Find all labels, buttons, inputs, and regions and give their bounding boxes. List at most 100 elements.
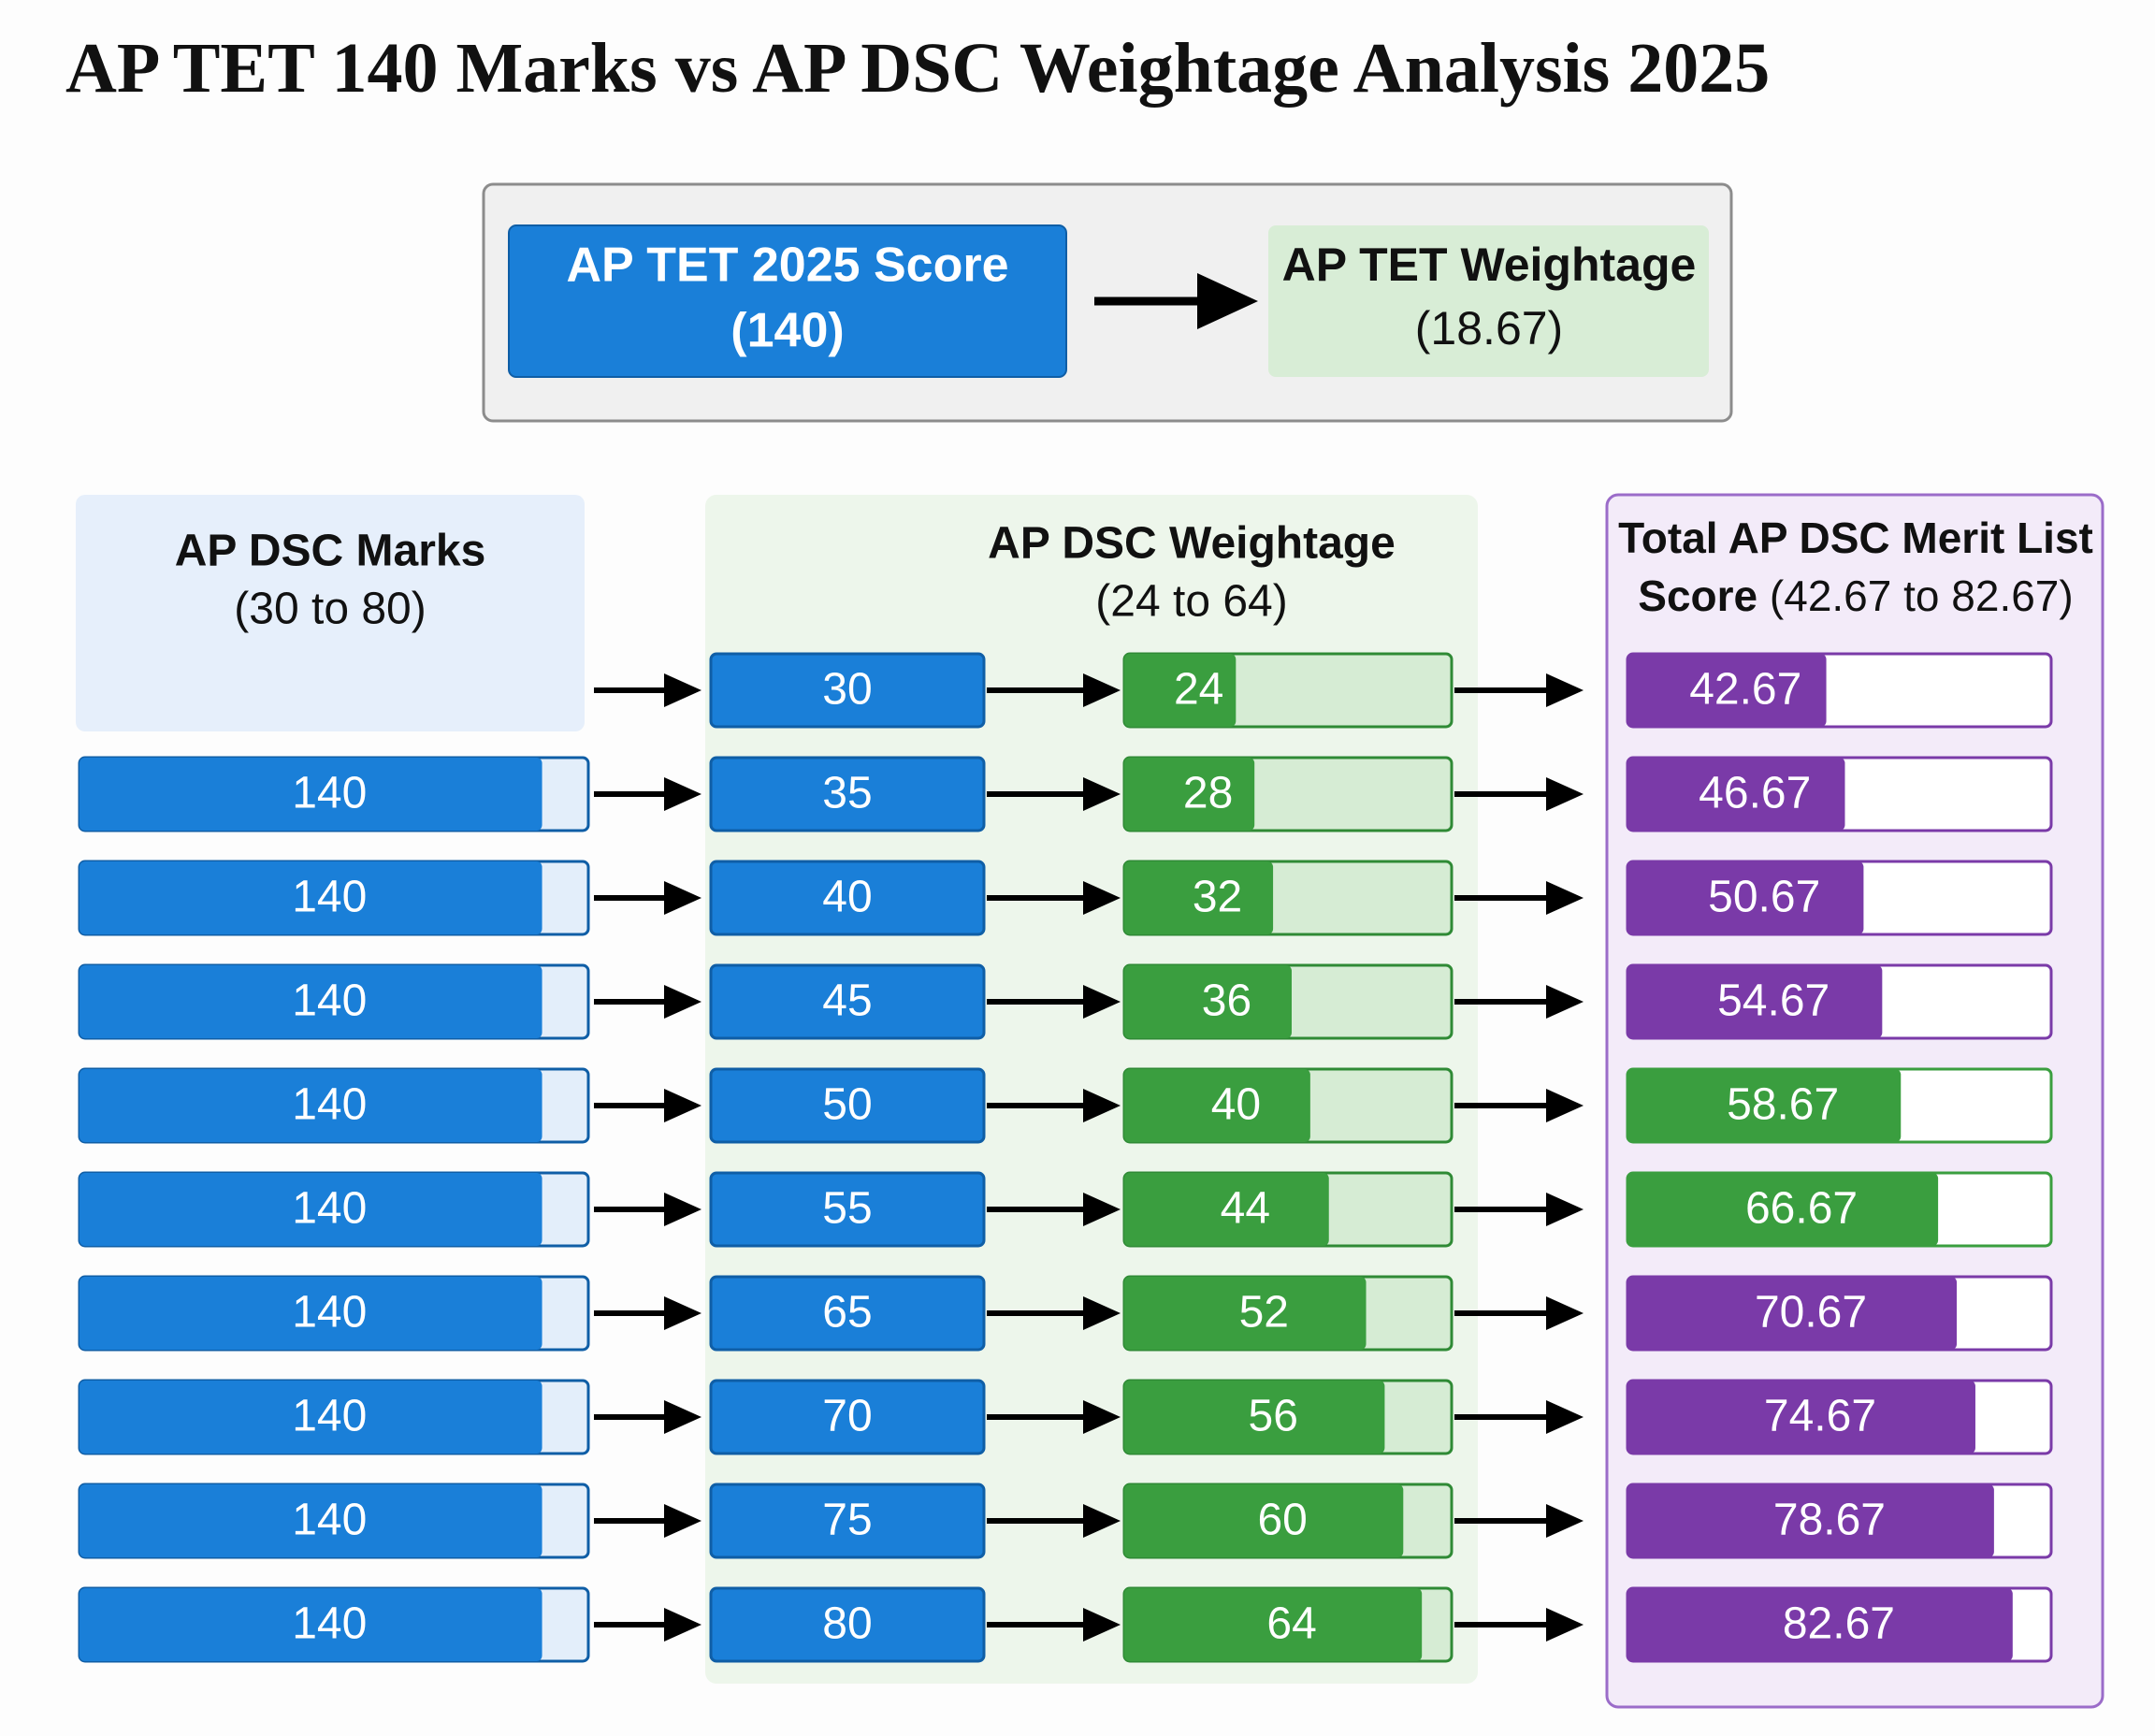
marks-value: 50	[822, 1080, 872, 1130]
arrow-head	[1546, 1504, 1584, 1538]
arrow-head	[1546, 1608, 1584, 1642]
bar-fill	[80, 1588, 542, 1661]
marks-box	[709, 756, 986, 832]
arrow-head	[1546, 985, 1584, 1019]
bar-value: 82.67	[1783, 1599, 1895, 1649]
bar-fill	[1627, 758, 1845, 831]
bar-value: 60	[1257, 1496, 1307, 1545]
arrow-head	[1546, 881, 1584, 915]
merit-header: Total AP DSC Merit List	[1618, 514, 2093, 562]
bar-value: 28	[1183, 769, 1233, 818]
bar-fill	[80, 1381, 542, 1454]
bar-value: 36	[1202, 976, 1251, 1026]
bar-value: 64	[1266, 1599, 1316, 1649]
arrow-head	[1546, 1296, 1584, 1330]
bar-value: 50.67	[1708, 873, 1820, 922]
bar-fill	[1627, 1484, 1994, 1557]
merit-range: (42.67 to 82.67)	[1770, 571, 2074, 620]
marks-value: 35	[822, 769, 872, 818]
arrow-head	[664, 881, 701, 915]
weightage-header: AP DSC Weightage	[988, 519, 1396, 569]
marks-value: 75	[822, 1496, 872, 1545]
marks-box	[709, 1379, 986, 1455]
arrow-head	[664, 1504, 701, 1538]
bar-fill	[1627, 965, 1883, 1038]
bar-fill	[80, 1277, 542, 1350]
bar-fill	[80, 861, 542, 934]
arrow-head	[1546, 673, 1584, 707]
bar-fill	[1627, 1069, 1902, 1142]
bar-fill	[1124, 965, 1292, 1038]
arrow-head	[1546, 1400, 1584, 1434]
bar-value: 78.67	[1773, 1496, 1886, 1545]
page-title: AP TET 140 Marks vs AP DSC Weightage Ana…	[65, 29, 1770, 108]
arrow-head	[664, 1608, 701, 1642]
marks-value: 80	[822, 1599, 872, 1649]
bar-fill	[1627, 861, 1864, 934]
rows: 30 24 42.67 140 35 28 46.67 140 40 32 50.67 140 45 36…	[78, 652, 2053, 1663]
weightage-range: (24 to 64)	[1095, 577, 1287, 627]
marks-box	[709, 652, 986, 729]
arrow-head	[664, 1193, 701, 1226]
bar-fill	[1627, 1173, 1939, 1246]
bar-value: 58.67	[1727, 1080, 1839, 1130]
bar-value: 42.67	[1689, 665, 1801, 715]
tet-score: (140)	[730, 304, 844, 358]
tet-weightage-box	[1268, 225, 1709, 377]
bar-value: 70.67	[1755, 1288, 1867, 1338]
bar-fill	[1124, 1381, 1385, 1454]
arrow-head	[664, 777, 701, 811]
arrow-head	[664, 985, 701, 1019]
arrow-head	[1083, 1089, 1121, 1122]
bar-fill	[1124, 758, 1255, 831]
bar-value: 140	[292, 1599, 367, 1649]
bar-value: 140	[292, 1288, 367, 1338]
arrow-head	[1083, 1296, 1121, 1330]
bar-fill	[80, 1069, 542, 1142]
arrow-head	[1083, 1193, 1121, 1226]
bar-value: 56	[1249, 1392, 1298, 1441]
bar-value: 44	[1221, 1184, 1270, 1234]
bar-value: 24	[1174, 665, 1223, 715]
tet-weightage: (18.67)	[1415, 302, 1563, 354]
marks-box	[709, 1483, 986, 1559]
bar-value: 54.67	[1717, 976, 1830, 1026]
merit-header-score: Score	[1638, 571, 1757, 620]
arrow-head	[1546, 777, 1584, 811]
bar-value: 52	[1239, 1288, 1289, 1338]
bar-value: 74.67	[1764, 1392, 1876, 1441]
marks-value: 40	[822, 873, 872, 922]
bar-value: 140	[292, 1392, 367, 1441]
bar-fill	[80, 1173, 542, 1246]
bar-value: 46.67	[1699, 769, 1811, 818]
arrow-head	[1083, 673, 1121, 707]
arrow-head	[1197, 273, 1258, 329]
bar-value: 140	[292, 769, 367, 818]
arrow-head	[1083, 1400, 1121, 1434]
arrow-head	[664, 1400, 701, 1434]
marks-value: 45	[822, 976, 872, 1026]
marks-box	[709, 1586, 986, 1663]
arrow-head	[1083, 1504, 1121, 1538]
bar-fill	[1627, 1277, 1958, 1350]
marks-value: 65	[822, 1288, 872, 1338]
arrow-head	[1083, 881, 1121, 915]
bar-fill	[80, 965, 542, 1038]
marks-header: AP DSC Marks	[175, 527, 486, 576]
arrow-head	[664, 1089, 701, 1122]
marks-box	[709, 1171, 986, 1248]
bar-fill	[80, 758, 542, 831]
marks-value: 70	[822, 1392, 872, 1441]
bar-fill	[1124, 861, 1274, 934]
arrow-head	[1546, 1089, 1584, 1122]
bar-fill	[80, 1484, 542, 1557]
bar-fill	[1627, 654, 1827, 727]
bar-value: 140	[292, 1184, 367, 1234]
marks-panel	[76, 495, 585, 731]
marks-box	[709, 1275, 986, 1352]
bar-value: 40	[1211, 1080, 1261, 1130]
arrow-head	[1083, 777, 1121, 811]
bar-value: 140	[292, 1496, 367, 1545]
bar-value: 140	[292, 1080, 367, 1130]
